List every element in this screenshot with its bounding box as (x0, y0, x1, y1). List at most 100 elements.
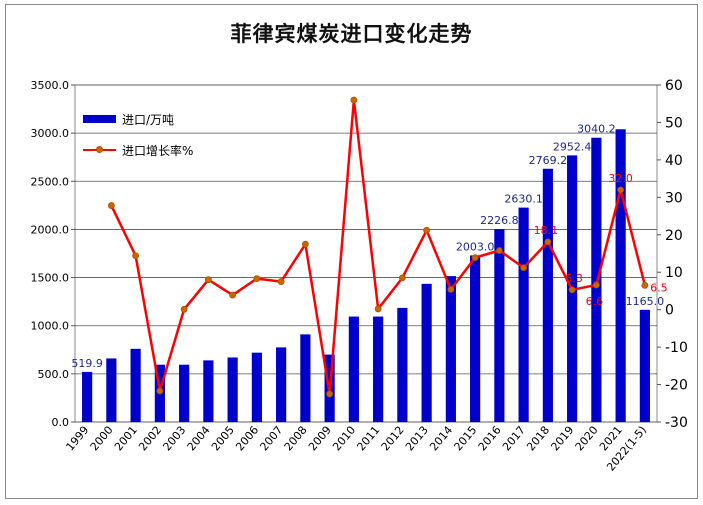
y-right-tick-label: 40 (665, 153, 683, 169)
line-point (520, 264, 528, 272)
y-right-tick-label: 50 (665, 115, 683, 131)
bar (227, 357, 238, 422)
x-tick-label: 2009 (306, 424, 334, 454)
y-left-tick-label: 2000.0 (31, 223, 70, 236)
line-point (204, 276, 212, 284)
bar (591, 137, 602, 422)
bar (421, 283, 432, 422)
x-tick-label: 2003 (160, 424, 188, 454)
line-data-label: 32.0 (608, 172, 633, 185)
x-tick-label: 2014 (427, 424, 455, 454)
y-left-tick-label: 2500.0 (31, 175, 70, 188)
line-point (132, 252, 140, 260)
legend-bar-swatch (83, 115, 116, 123)
bar (130, 348, 141, 422)
bar-data-label: 2226.8 (480, 214, 519, 227)
x-tick-label: 2000 (88, 424, 116, 454)
line-data-label: 6.6 (586, 295, 604, 308)
line-point (398, 274, 406, 282)
y-right-tick-label: -20 (665, 378, 688, 394)
x-tick-label: 2017 (500, 424, 528, 454)
bar (615, 129, 626, 423)
x-tick-label: 2006 (233, 424, 261, 454)
y-left-tick-label: 500.0 (38, 368, 70, 381)
line-data-label: 6.5 (650, 281, 668, 294)
x-tick-label: 2011 (354, 424, 382, 454)
legend-line-swatch (83, 146, 116, 153)
bar-data-label: 2630.1 (504, 193, 543, 206)
x-tick-label: 2013 (403, 424, 431, 454)
bar (373, 316, 384, 422)
x-tick-label: 2018 (524, 424, 552, 454)
y-right-tick-label: 60 (665, 78, 683, 94)
y-left-tick-label: 0.0 (52, 416, 70, 429)
line-point (350, 96, 358, 104)
legend-item-line: 进口增长率% (83, 141, 193, 159)
legend-bar-label: 进口/万吨 (122, 112, 175, 127)
bar-data-label: 2003.0 (456, 240, 495, 253)
bar-data-label: 2952.4 (553, 140, 592, 153)
y-left-tick-label: 3500.0 (31, 79, 70, 92)
bar-data-label: 1165.0 (626, 295, 665, 308)
line-point (229, 291, 237, 299)
bar-data-label: 3040.2 (577, 123, 616, 136)
bar (397, 307, 408, 422)
y-left-tick-label: 1000.0 (31, 320, 70, 333)
bar (639, 309, 650, 422)
line-point (277, 278, 285, 285)
bar (348, 316, 359, 422)
line-data-label: 18.1 (534, 224, 559, 237)
x-tick-label: 2002 (136, 424, 164, 454)
line-point (107, 202, 115, 209)
line-point (471, 254, 479, 262)
line-point (156, 387, 164, 395)
x-tick-label: 2004 (185, 424, 213, 454)
x-tick-label: 2015 (451, 424, 479, 454)
bar (82, 371, 93, 422)
y-right-tick-label: 30 (665, 190, 683, 206)
line-point (641, 281, 649, 289)
legend-item-bar: 进口/万吨 (83, 110, 193, 128)
bar (251, 352, 262, 422)
line-point (423, 226, 431, 234)
x-tick-label: 2019 (548, 424, 576, 454)
line-point (180, 305, 188, 313)
bar (179, 364, 190, 422)
bar (445, 276, 456, 422)
chart-legend: 进口/万吨 进口增长率% (83, 110, 193, 172)
line-point (617, 186, 625, 194)
legend-line-label: 进口增长率% (122, 143, 194, 158)
x-tick-label: 2007 (257, 424, 285, 454)
bar (518, 207, 529, 422)
bar-data-label: 2769.2 (529, 154, 568, 167)
y-right-tick-label: 10 (665, 265, 683, 281)
x-tick-label: 2016 (476, 424, 504, 454)
chart-title: 菲律宾煤炭进口变化走势 (230, 22, 473, 46)
line-point (374, 305, 382, 313)
x-tick-label: 2010 (330, 424, 358, 454)
line-point (253, 275, 261, 282)
line-point (447, 286, 455, 293)
y-right-tick-label: -10 (665, 340, 688, 356)
line-point (592, 281, 600, 289)
line-point (568, 286, 576, 294)
bar-data-label: 519.9 (71, 357, 103, 370)
y-right-tick-label: -30 (665, 415, 688, 431)
line-data-label: 5.3 (565, 272, 583, 285)
bar (203, 360, 214, 422)
x-tick-label: 2005 (209, 424, 237, 454)
bar (300, 334, 311, 422)
y-left-tick-label: 3000.0 (31, 127, 70, 140)
line-point (495, 247, 503, 254)
line-point (301, 240, 309, 248)
y-right-tick-label: 0 (665, 303, 674, 319)
y-left-tick-label: 1500.0 (31, 272, 70, 285)
bar (276, 347, 287, 422)
x-tick-label: 2020 (573, 424, 601, 454)
y-right-tick-label: 20 (665, 228, 683, 244)
x-tick-label: 2008 (282, 424, 310, 454)
bar (494, 229, 505, 422)
x-tick-label: 2001 (112, 424, 140, 454)
x-tick-label: 2012 (379, 424, 407, 454)
